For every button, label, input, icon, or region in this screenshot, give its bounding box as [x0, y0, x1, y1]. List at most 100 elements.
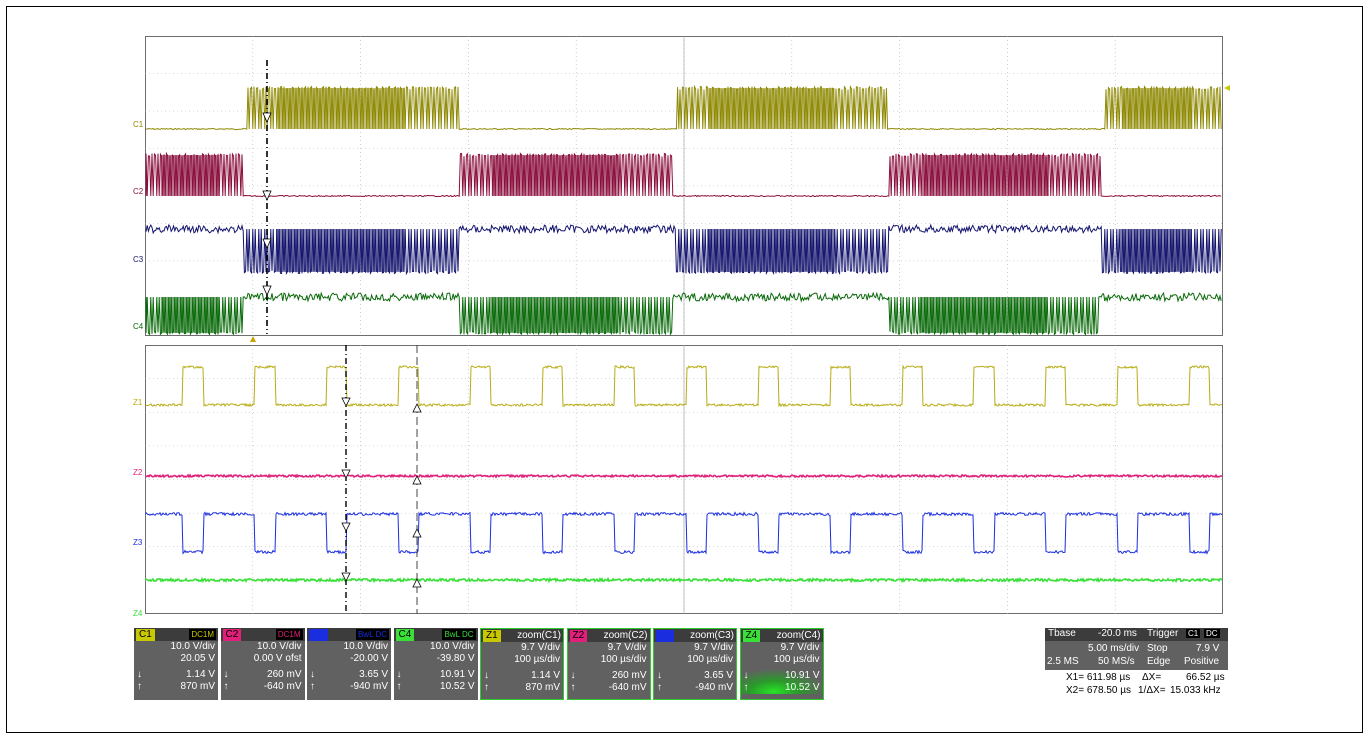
- main-trace-c2: [145, 151, 1222, 198]
- tile-timebase: 100 µs/div: [687, 654, 733, 665]
- tile-max-row: ↓ 1.14 V: [481, 670, 563, 682]
- tile-scale: 10.0 V/div: [257, 641, 302, 652]
- tile-header: C2 DC1M: [220, 628, 305, 641]
- tile-min-row: ↑ -640 mV: [221, 681, 305, 693]
- tile-channel-tag: C4: [395, 628, 415, 641]
- cursor-marker-icon: [262, 285, 272, 296]
- tile-header: Z4 zoom(C4): [740, 629, 823, 642]
- tile-min-row: ↑ 870 mV: [134, 681, 218, 693]
- zoom-trace-z1: [145, 364, 1223, 408]
- tile-scale: 9.7 V/div: [780, 642, 820, 653]
- zoom-trace-z4: [145, 576, 1223, 584]
- tbase-sample-rate: 50 MS/s: [1098, 656, 1135, 667]
- trigger-level-icon: [1224, 85, 1230, 91]
- tile-max-row: ↓ 10.91 V: [394, 669, 478, 681]
- tile-min-row: ↑ -940 mV: [654, 682, 736, 694]
- tile-offset: -39.80 V: [436, 653, 475, 664]
- channel-tile-z1[interactable]: Z1 zoom(C1) 9.7 V/div 100 µs/div ↓ 1.14 V…: [480, 628, 564, 700]
- tile-max-value: 3.65 V: [359, 669, 388, 680]
- main-trace-c1-burst-fill: [1121, 88, 1193, 129]
- channel-label-c3: C3: [133, 255, 144, 264]
- tile-coupling-badge: DC1M: [189, 629, 216, 640]
- tile-header: Z2 zoom(C2): [567, 629, 650, 642]
- tile-min-value: -640 mV: [263, 681, 302, 692]
- channel-tile-c1[interactable]: C1 DC1M 10.0 V/div 20.05 V ↓ 1.14 V ↑ 870 …: [134, 628, 218, 700]
- trigger-level: 7.9 V: [1196, 643, 1220, 654]
- tile-offset: -20.00 V: [350, 653, 388, 664]
- main-trace-c1-burst-fill: [277, 88, 405, 129]
- down-arrow-icon: ↓: [137, 669, 142, 680]
- up-arrow-icon: ↑: [310, 681, 315, 692]
- tile-min-value: -940 mV: [695, 682, 733, 693]
- tile-channel-tag: C1: [136, 628, 155, 641]
- cursor-marker-icon: [341, 572, 351, 582]
- tile-header: C3 BwL DC: [307, 628, 391, 641]
- channel-tile-z4[interactable]: Z4 zoom(C4) 9.7 V/div 100 µs/div ↓ 10.91 …: [739, 628, 824, 700]
- tile-max-value: 1.14 V: [531, 670, 560, 681]
- up-arrow-icon: ↑: [657, 682, 662, 693]
- channel-tile-c3[interactable]: C3 BwL DC 10.0 V/div -20.00 V ↓ 3.65 V ↑ -…: [307, 628, 391, 700]
- cursor-marker-icon: [341, 397, 351, 407]
- cursor-marker-icon: [412, 528, 422, 538]
- screenshot-frame: [6, 6, 1363, 733]
- tile-header: Z3 zoom(C3): [654, 629, 736, 642]
- down-arrow-icon: ↓: [484, 670, 489, 681]
- tile-min-value: 10.52 V: [440, 681, 475, 692]
- tile-scale: 9.7 V/div: [694, 642, 733, 653]
- tile-offset: 20.05 V: [180, 653, 215, 664]
- channel-tile-z3[interactable]: Z3 zoom(C3) 9.7 V/div 100 µs/div ↓ 3.65 V…: [653, 628, 737, 700]
- tile-coupling-badge: BwL DC: [442, 629, 476, 640]
- tile-zoom-source: zoom(C2): [603, 630, 648, 641]
- cursor-marker-icon: [412, 403, 422, 413]
- main-trace-c3-burst-fill: [1120, 229, 1192, 272]
- tile-max-row: ↓ 3.65 V: [307, 669, 391, 681]
- tile-min-value: 870 mV: [180, 681, 215, 692]
- main-trace-c2-burst-fill: [160, 155, 220, 196]
- up-arrow-icon: ↑: [570, 682, 576, 693]
- main-trace-c4-burst-fill: [490, 297, 619, 333]
- tile-header: C1 DC1M: [134, 628, 218, 641]
- channel-tile-c2[interactable]: C2 DC1M 10.0 V/div 0.00 V ofst ↓ 260 mV ↑…: [220, 628, 305, 700]
- channel-label-c1: C1: [133, 120, 144, 129]
- cursor-inv-value: 15.033 kHz: [1170, 685, 1221, 696]
- tile-coupling-badge: DC1M: [275, 629, 303, 640]
- cursor-dx-value: 66.52 µs: [1186, 672, 1225, 683]
- tile-offset: 0.00 V ofst: [253, 653, 302, 664]
- up-arrow-icon: ↑: [223, 681, 229, 692]
- cursor-x1: X1= 611.98 µs: [1066, 672, 1131, 683]
- tile-min-row: ↑ -940 mV: [307, 681, 391, 693]
- channel-label-z3: Z3: [133, 538, 143, 547]
- main-trace-c3-burst-fill: [276, 229, 405, 272]
- cursor-marker-icon: [412, 578, 422, 588]
- channel-tile-z2[interactable]: Z2 zoom(C2) 9.7 V/div 100 µs/div ↓ 260 mV…: [566, 628, 651, 700]
- tile-min-row: ↑ 870 mV: [481, 682, 563, 694]
- down-arrow-icon: ↓: [570, 670, 576, 681]
- tile-min-value: 10.52 V: [785, 682, 820, 693]
- channel-label-z1: Z1: [133, 398, 143, 407]
- channel-label-z4: Z4: [133, 609, 143, 618]
- tile-scale: 9.7 V/div: [521, 642, 560, 653]
- tile-channel-tag: Z2: [569, 629, 588, 642]
- tile-zoom-source: zoom(C4): [776, 630, 821, 641]
- tile-channel-tag: Z1: [483, 629, 501, 642]
- cursor-inv-label: 1/ΔX=: [1138, 685, 1166, 696]
- tile-channel-tag: C3: [309, 628, 328, 641]
- channel-label-c4: C4: [133, 322, 144, 331]
- channel-tile-c4[interactable]: C4 BwL DC 10.0 V/div -39.80 V ↓ 10.91 V ↑…: [393, 628, 478, 700]
- trigger-label: Trigger: [1147, 628, 1179, 639]
- tile-scale: 10.0 V/div: [430, 641, 475, 652]
- up-arrow-icon: ↑: [137, 681, 142, 692]
- tile-max-value: 260 mV: [612, 670, 647, 681]
- tbase-value: -20.0 ms: [1098, 628, 1137, 639]
- tile-max-value: 3.65 V: [704, 670, 733, 681]
- main-trace-c2-burst-fill: [921, 155, 1049, 196]
- tile-min-value: -940 mV: [350, 681, 388, 692]
- trigger-coupling-badge: DC: [1204, 629, 1220, 638]
- tile-max-value: 260 mV: [267, 669, 302, 680]
- main-trace-c3-burst-fill: [706, 229, 835, 272]
- tile-min-value: -640 mV: [608, 682, 647, 693]
- tile-channel-tag: Z4: [742, 629, 761, 642]
- tile-timebase: 100 µs/div: [773, 654, 820, 665]
- tile-min-row: ↑ 10.52 V: [394, 681, 478, 693]
- main-trace-c2-burst-fill: [491, 155, 619, 196]
